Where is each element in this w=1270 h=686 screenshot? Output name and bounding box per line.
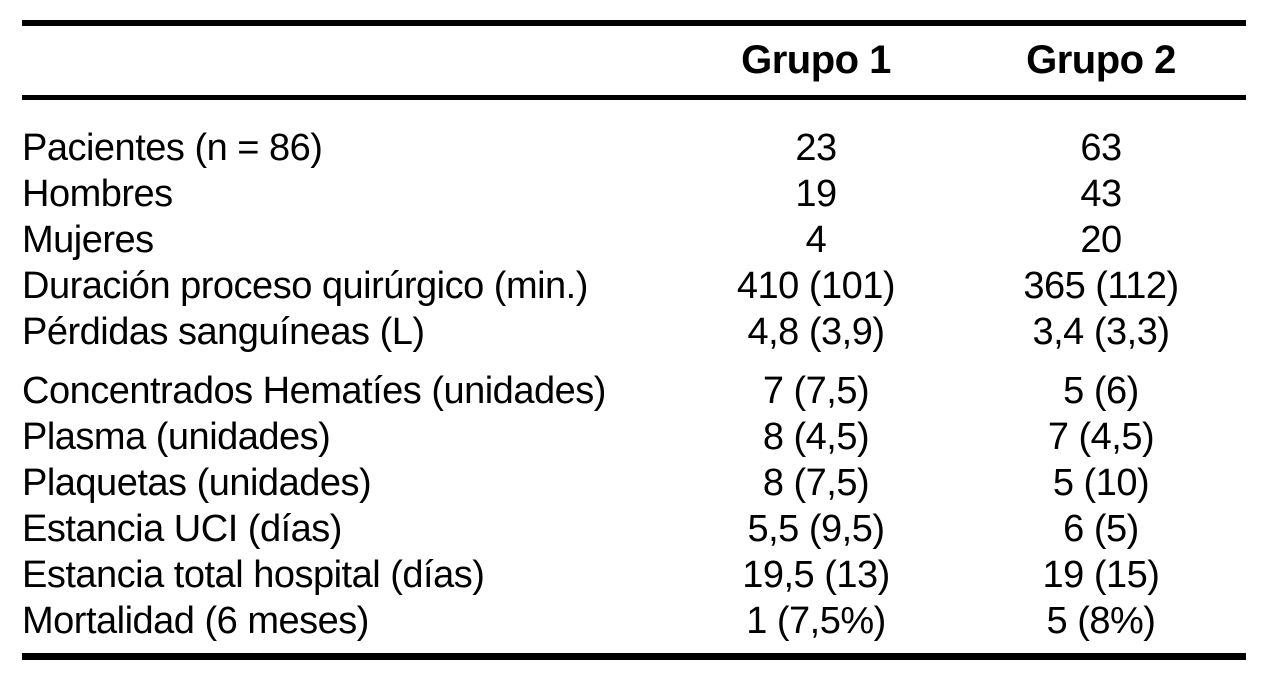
row-label: Pérdidas sanguíneas (L): [22, 311, 425, 353]
grupo1-value: 19: [795, 173, 837, 215]
table-row-mortalidad: Mortalidad (6 meses) 1 (7,5%) 5 (8%): [22, 598, 1246, 644]
header-divider-rule: [22, 95, 1246, 100]
grupo1-value: 1 (7,5%): [746, 600, 886, 642]
table-row-duracion: Duración proceso quirúrgico (min.) 410 (…: [22, 263, 1246, 309]
bottom-rule: [22, 653, 1246, 660]
table-row-perdidas: Pérdidas sanguíneas (L) 4,8 (3,9) 3,4 (3…: [22, 309, 1246, 355]
table-header-row: Grupo 1 Grupo 2: [22, 26, 1246, 95]
table-row-estancia-hospital: Estancia total hospital (días) 19,5 (13)…: [22, 552, 1246, 598]
top-rule: [22, 20, 1246, 26]
table-row-plasma: Plasma (unidades) 8 (4,5) 7 (4,5): [22, 414, 1246, 460]
column-header-grupo2: Grupo 2: [1026, 38, 1176, 82]
table-row-pacientes: Pacientes (n = 86) 23 63: [22, 125, 1246, 171]
table-row-concentrados: Concentrados Hematíes (unidades) 7 (7,5)…: [22, 368, 1246, 414]
grupo2-value: 5 (10): [1052, 462, 1150, 504]
row-label: Hombres: [22, 173, 173, 215]
grupo2-value: 43: [1080, 173, 1122, 215]
grupo1-value: 7 (7,5): [762, 370, 870, 412]
grupo2-value: 19 (15): [1042, 554, 1160, 596]
grupo2-value: 6 (5): [1063, 508, 1139, 550]
row-label: Duración proceso quirúrgico (min.): [22, 265, 588, 307]
grupo1-value: 4,8 (3,9): [747, 311, 885, 353]
row-label: Mujeres: [22, 219, 154, 261]
grupo2-value: 5 (8%): [1046, 600, 1156, 642]
row-label: Pacientes (n = 86): [22, 127, 323, 169]
grupo1-value: 5,5 (9,5): [747, 508, 885, 550]
row-label: Plasma (unidades): [22, 416, 331, 458]
table-row-plaquetas: Plaquetas (unidades) 8 (7,5) 5 (10): [22, 460, 1246, 506]
table-row-hombres: Hombres 19 43: [22, 171, 1246, 217]
grupo1-value: 19,5 (13): [742, 554, 890, 596]
grupo2-value: 20: [1080, 219, 1122, 261]
row-label: Estancia total hospital (días): [22, 554, 485, 596]
grupo2-value: 3,4 (3,3): [1032, 311, 1170, 353]
grupo1-value: 8 (4,5): [762, 416, 870, 458]
paper-table: Grupo 1 Grupo 2 Pacientes (n = 86) 23 63…: [22, 20, 1246, 660]
grupo2-value: 365 (112): [1023, 265, 1179, 307]
grupo2-value: 7 (4,5): [1047, 416, 1155, 458]
grupo1-value: 4: [805, 219, 827, 261]
column-header-grupo1: Grupo 1: [741, 38, 891, 82]
row-label: Plaquetas (unidades): [22, 462, 372, 504]
grupo2-value: 63: [1080, 127, 1122, 169]
row-label: Concentrados Hematíes (unidades): [22, 370, 606, 412]
table-row-mujeres: Mujeres 4 20: [22, 217, 1246, 263]
grupo1-value: 8 (7,5): [762, 462, 870, 504]
row-label: Estancia UCI (días): [22, 508, 342, 550]
row-label: Mortalidad (6 meses): [22, 600, 369, 642]
grupo1-value: 410 (101): [736, 265, 896, 307]
table-body: Pacientes (n = 86) 23 63 Hombres 19 43 M…: [22, 100, 1246, 653]
table-row-estancia-uci: Estancia UCI (días) 5,5 (9,5) 6 (5): [22, 506, 1246, 552]
grupo1-value: 23: [795, 127, 837, 169]
grupo2-value: 5 (6): [1063, 370, 1139, 412]
